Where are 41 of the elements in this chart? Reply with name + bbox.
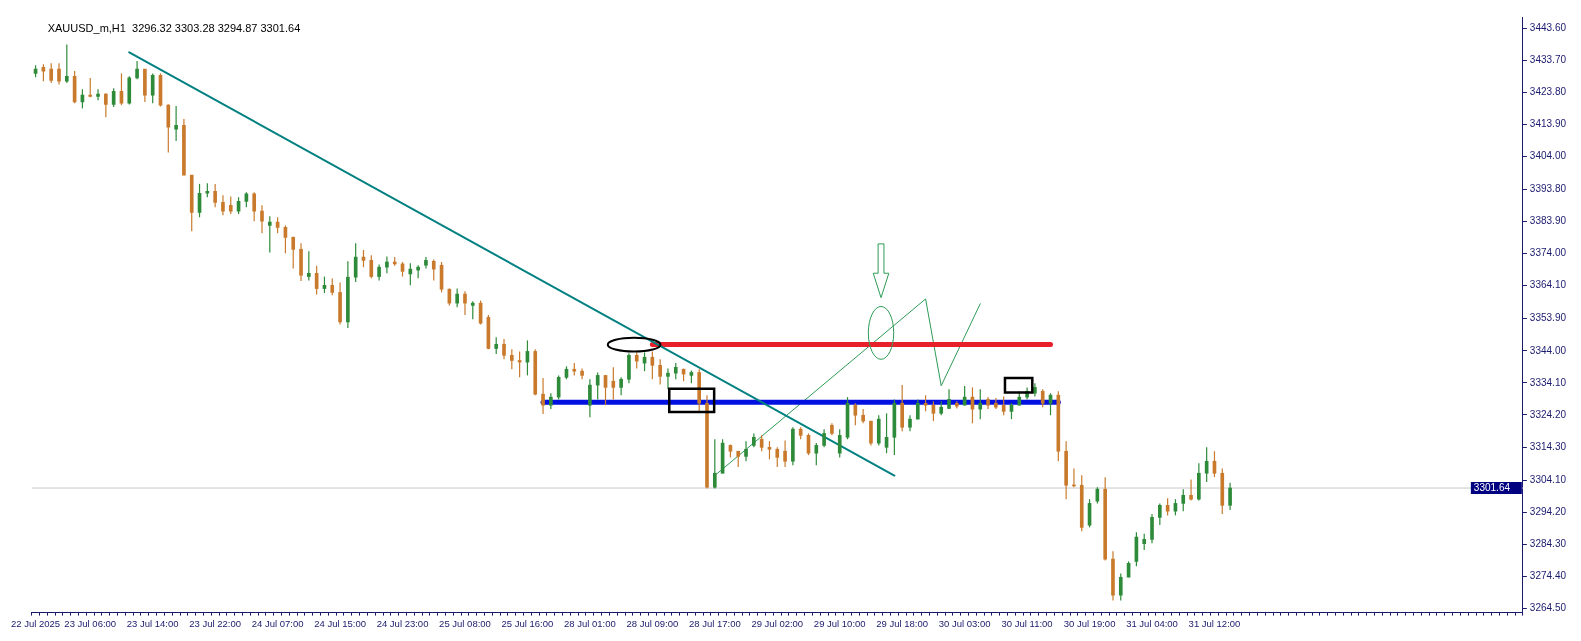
y-tick-label: 3334.10 [1529,376,1567,388]
ref-line-label: 3301.64 [1473,481,1511,493]
x-tick-label: 23 Jul 14:00 [126,617,179,629]
x-tick-label: 29 Jul 18:00 [876,617,929,629]
x-tick-label: 31 Jul 12:00 [1188,617,1241,629]
y-tick-label: 3353.90 [1529,312,1567,324]
x-tick-label: 31 Jul 04:00 [1126,617,1178,629]
x-tick-label: 29 Jul 10:00 [813,617,866,629]
x-tick-label: 24 Jul 23:00 [376,617,429,629]
x-tick-label: 25 Jul 08:00 [439,617,491,629]
x-tick-label: 30 Jul 03:00 [938,617,991,629]
y-tick-label: 3324.20 [1529,408,1567,420]
y-tick-label: 3264.50 [1529,602,1567,614]
y-tick-label: 3443.60 [1529,21,1567,33]
y-tick-label: 3433.70 [1529,53,1567,65]
y-tick-label: 3344.00 [1529,344,1567,356]
y-tick-label: 3374.00 [1529,247,1567,259]
y-tick-label: 3393.80 [1529,183,1567,195]
y-tick-label: 3294.20 [1529,505,1567,517]
y-tick-label: 3304.10 [1529,473,1567,485]
x-tick-label: 30 Jul 19:00 [1063,617,1116,629]
chart-title: XAUUSD_m,H1 3296.32 3303.28 3294.87 3301.64 [47,22,301,35]
y-tick-label: 3274.40 [1529,570,1567,582]
x-tick-label: 24 Jul 07:00 [251,617,304,629]
x-tick-label: 30 Jul 11:00 [1001,617,1053,629]
y-tick-label: 3314.30 [1529,440,1567,452]
y-tick-label: 3284.30 [1529,537,1567,549]
x-tick-label: 28 Jul 17:00 [688,617,741,629]
x-tick-label: 28 Jul 01:00 [564,617,616,629]
x-tick-label: 24 Jul 15:00 [314,617,366,629]
y-tick-label: 3423.80 [1529,85,1567,97]
x-tick-label: 23 Jul 06:00 [64,617,117,629]
x-tick-label: 28 Jul 09:00 [626,617,679,629]
y-tick-label: 3404.00 [1529,150,1567,162]
x-tick-label: 25 Jul 16:00 [501,617,554,629]
x-tick-label: 22 Jul 2025 [11,617,61,629]
y-tick-label: 3364.10 [1529,279,1567,291]
x-tick-label: 29 Jul 02:00 [751,617,804,629]
y-tick-label: 3413.90 [1529,118,1567,130]
x-tick-label: 23 Jul 22:00 [189,617,242,629]
y-tick-label: 3383.90 [1529,215,1567,227]
